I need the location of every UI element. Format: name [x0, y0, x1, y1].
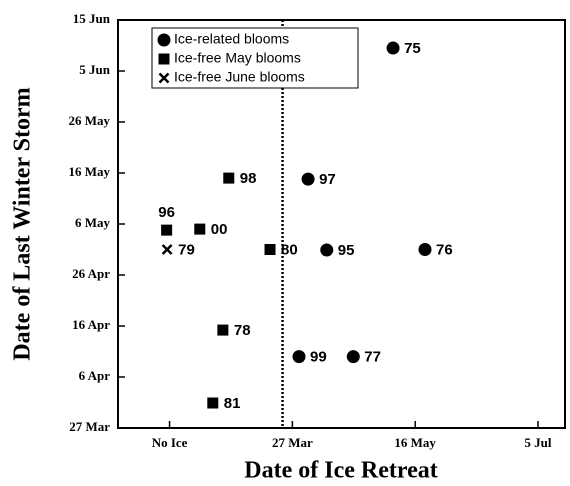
y-tick-label: 27 Mar [69, 419, 110, 434]
y-tick-label: 5 Jun [79, 62, 110, 77]
point [161, 244, 173, 255]
data-label: 78 [234, 322, 251, 339]
y-axis-title: Date of Last Winter Storm [10, 87, 36, 360]
point [217, 324, 229, 336]
y-tick-label: 6 May [75, 215, 111, 230]
legend-label: Ice-related blooms [174, 31, 289, 47]
point [264, 244, 276, 255]
x-axis-title: Date of Ice Retreat [244, 458, 437, 484]
point [301, 172, 315, 186]
x-tick-label: No Ice [152, 435, 188, 450]
y-tick-label: 26 Apr [72, 266, 110, 281]
x-tick-label: 16 May [394, 435, 436, 450]
data-label: 96 [158, 204, 175, 221]
point [161, 224, 173, 236]
y-tick-label: 6 Apr [79, 368, 111, 383]
point [346, 350, 360, 364]
y-tick-label: 26 May [68, 113, 110, 128]
legend-marker [158, 72, 170, 84]
point [320, 243, 334, 257]
data-label: 76 [436, 241, 453, 258]
y-tick-label: 16 Apr [72, 317, 110, 332]
x-tick-label: 5 Jul [524, 435, 551, 450]
data-label: 00 [211, 221, 228, 238]
legend-box [151, 27, 359, 89]
legend-label: Ice-free May blooms [174, 50, 301, 66]
point [292, 350, 306, 364]
data-label: 81 [224, 395, 241, 412]
data-label: 97 [319, 171, 336, 188]
data-label: 99 [310, 349, 327, 366]
data-label: 95 [338, 242, 355, 259]
point [207, 397, 219, 409]
point [418, 243, 432, 256]
data-label: 79 [178, 241, 195, 258]
point [223, 172, 235, 184]
data-label: 98 [240, 170, 257, 187]
legend-label: Ice-free June blooms [174, 69, 305, 85]
y-tick-label: 16 May [68, 164, 110, 179]
data-label: 75 [404, 40, 421, 57]
point [386, 41, 400, 55]
legend-marker [157, 33, 171, 47]
legend-marker [158, 53, 170, 65]
point [194, 223, 206, 235]
data-label: 80 [281, 241, 298, 258]
y-tick-label: 15 Jun [73, 11, 111, 26]
data-label: 77 [364, 349, 381, 366]
x-tick-label: 27 Mar [272, 435, 313, 450]
